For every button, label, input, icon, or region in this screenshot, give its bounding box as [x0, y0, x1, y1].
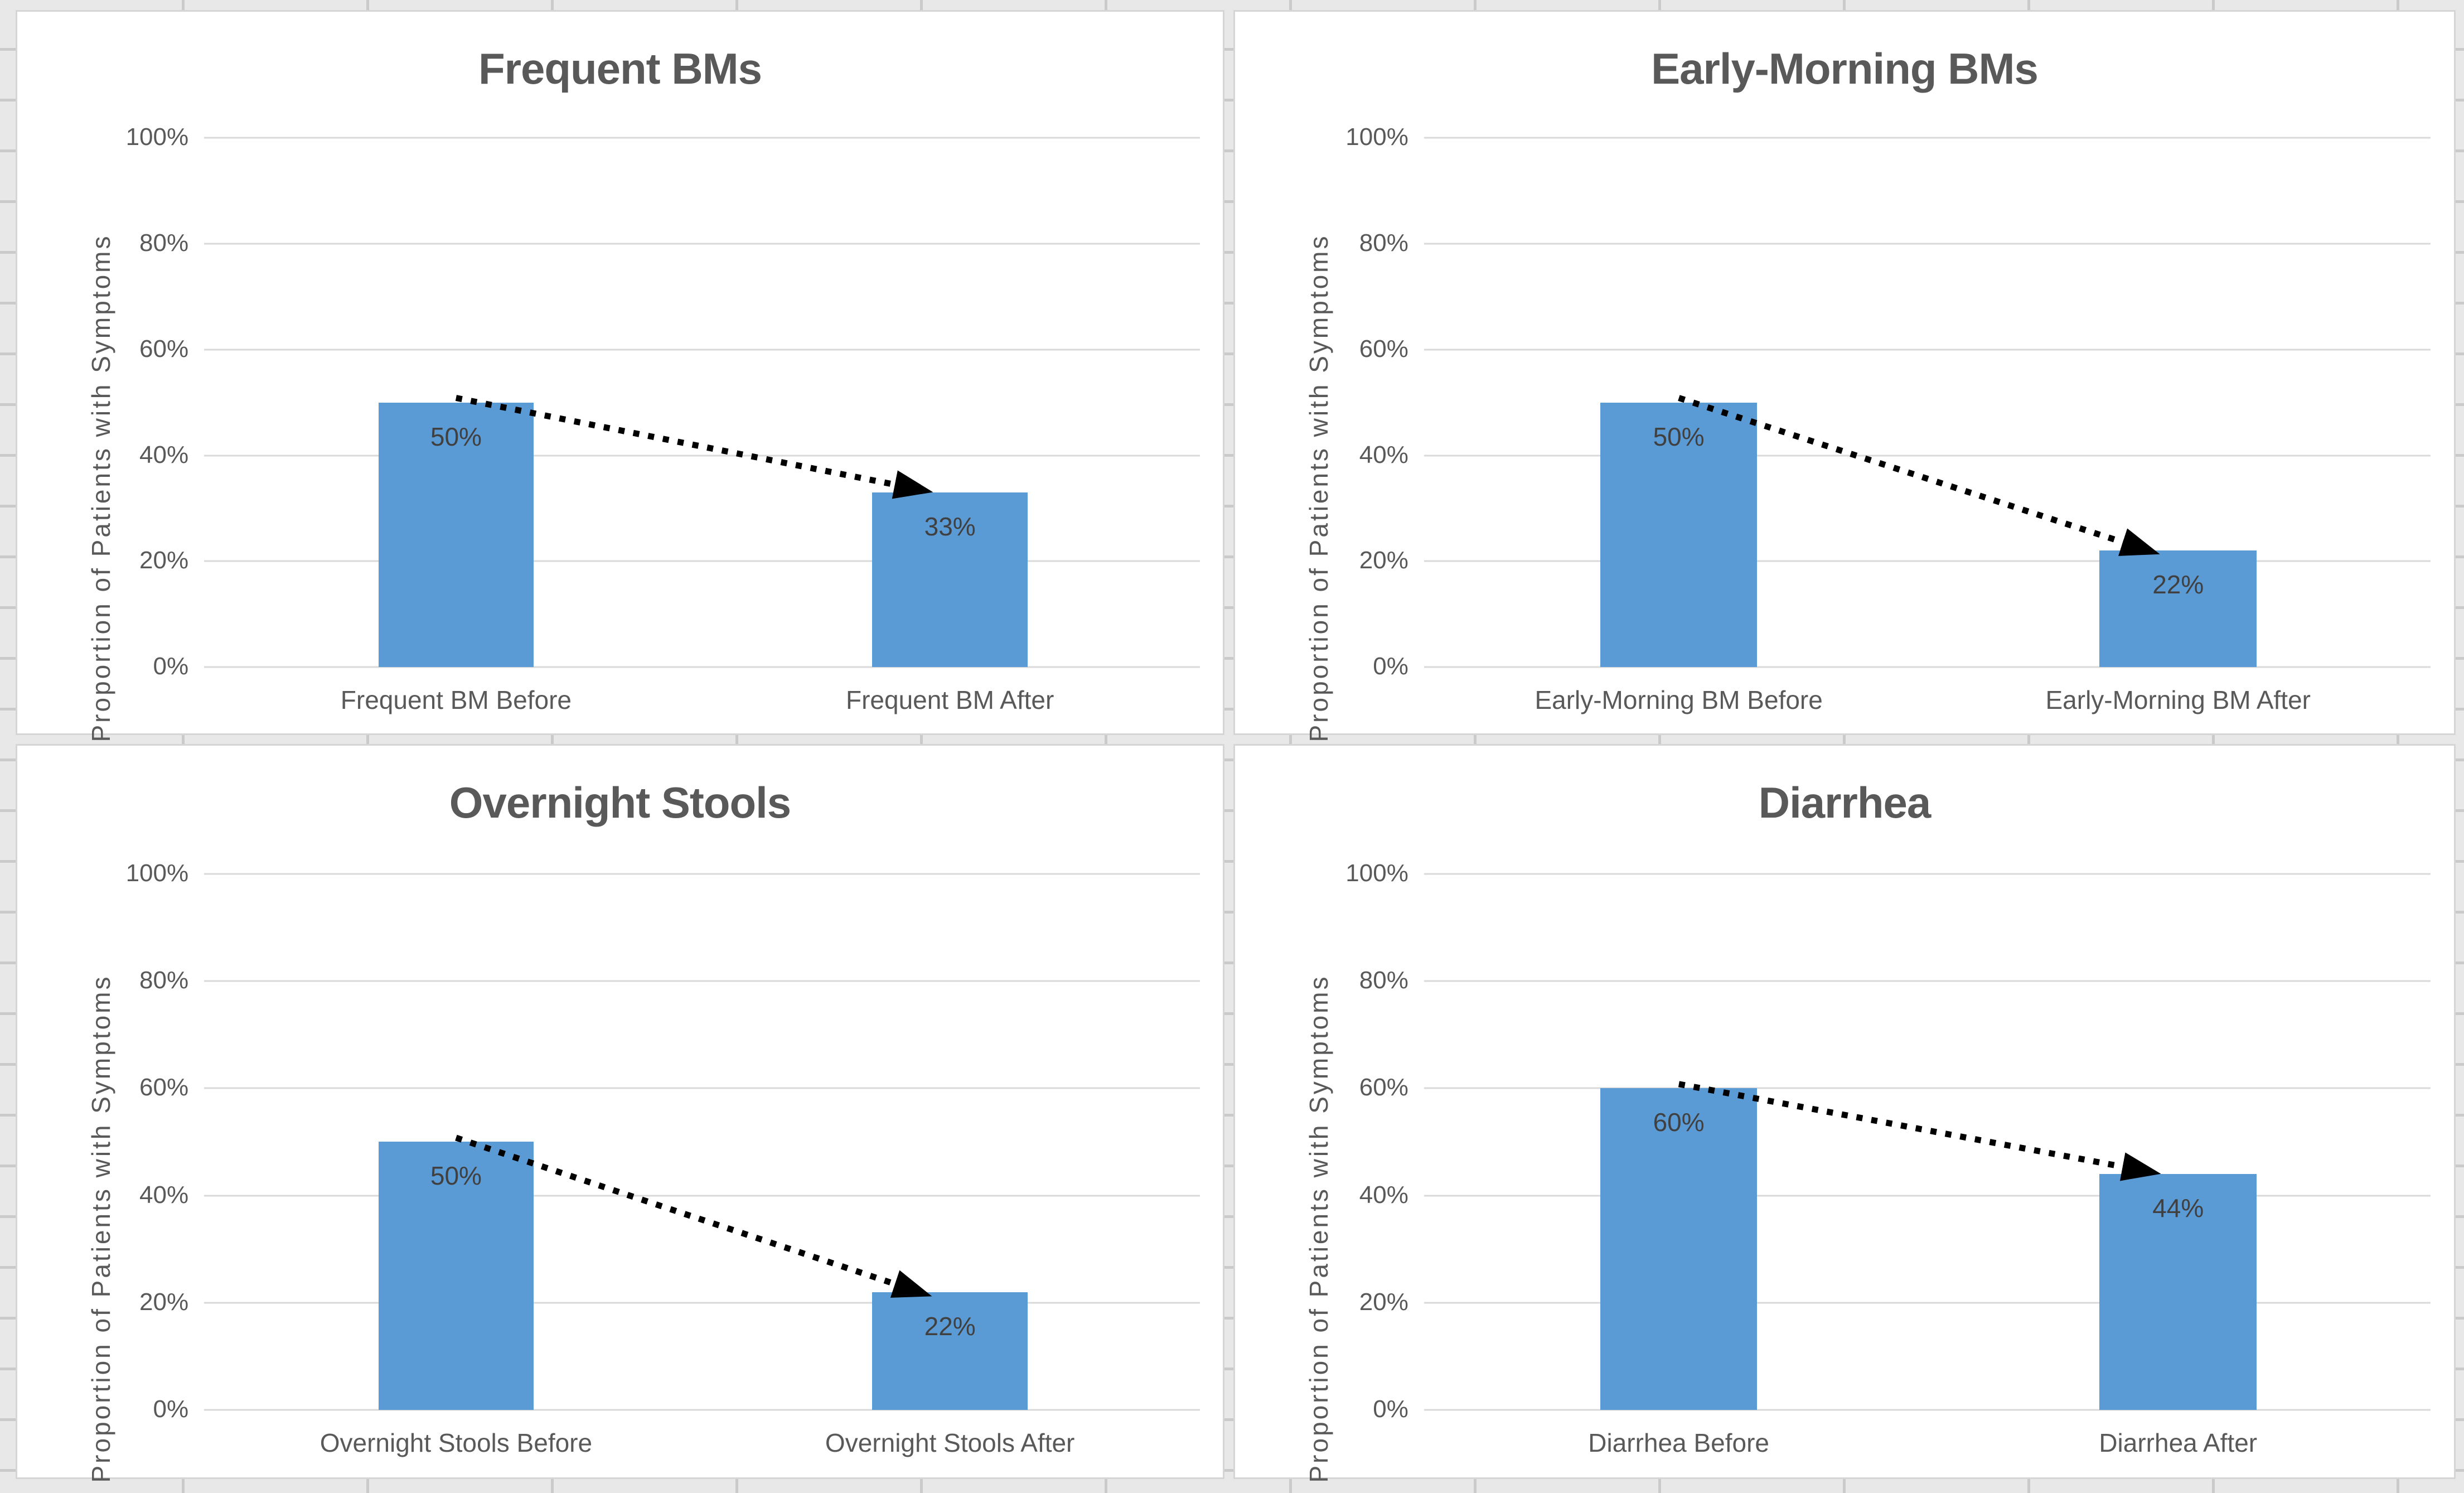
x-category-label: Early-Morning BM Before: [1534, 685, 1823, 714]
x-category-label: Overnight Stools After: [825, 1428, 1075, 1458]
y-tick-label: 100%: [1345, 123, 1408, 151]
gridline: [204, 1087, 1200, 1089]
gridline: [204, 560, 1200, 562]
chart-panel-diarrhea[interactable]: Diarrhea Proportion of Patients with Sym…: [1233, 744, 2456, 1483]
y-tick-label: 0%: [1373, 1395, 1408, 1423]
gridline: [1424, 1195, 2431, 1197]
y-tick-label: 40%: [139, 1181, 189, 1209]
bar-after[interactable]: [2099, 1174, 2257, 1410]
y-tick-label: 100%: [125, 859, 189, 887]
gridline: [1424, 1409, 2431, 1411]
chart-title: Diarrhea: [1758, 778, 1931, 827]
x-category-label: Frequent BM After: [846, 685, 1054, 714]
gridline: [204, 873, 1200, 875]
y-tick-label: 20%: [1359, 547, 1408, 574]
gridline: [204, 980, 1200, 982]
trend-arrow: [455, 395, 933, 499]
bar-after[interactable]: [2099, 550, 2257, 667]
y-tick-label: 60%: [1359, 335, 1408, 363]
gridline: [204, 455, 1200, 457]
y-tick-label: 0%: [153, 652, 189, 680]
y-tick-label: 80%: [1359, 966, 1408, 994]
gridline: [204, 349, 1200, 351]
chart-title: Early-Morning BMs: [1651, 44, 2039, 93]
gridline: [204, 666, 1200, 668]
x-category-label: Frequent BM Before: [340, 685, 572, 714]
y-tick-label: 100%: [125, 123, 189, 151]
gridline: [1424, 243, 2431, 245]
bar-data-label: 44%: [2152, 1194, 2204, 1223]
chart-title: Overnight Stools: [449, 778, 791, 827]
x-category-label: Overnight Stools Before: [320, 1428, 593, 1458]
chart-panel-overnight-stools[interactable]: Overnight Stools Proportion of Patients …: [16, 744, 1224, 1483]
bar-data-label: 60%: [1653, 1108, 1705, 1137]
y-tick-label: 100%: [1345, 859, 1408, 887]
plot-area: 0% 20% 40% 60% 80% 100% 50% Early-Morning BM Be…: [1345, 125, 2431, 713]
gridline: [1424, 873, 2431, 875]
bar-data-label: 33%: [924, 511, 976, 541]
y-axis-title: Proportion of Patients with Symptoms: [86, 234, 115, 742]
y-tick-label: 80%: [139, 966, 189, 994]
gridline: [1424, 1087, 2431, 1089]
plot-area: 0% 20% 40% 60% 80% 100% 50% Frequent BM Before 3…: [126, 125, 1200, 713]
y-tick-label: 20%: [139, 547, 189, 574]
bar-data-label: 22%: [924, 1311, 976, 1341]
bar-data-label: 22%: [2152, 570, 2204, 600]
y-tick-label: 20%: [139, 1288, 189, 1316]
y-tick-label: 0%: [153, 1395, 189, 1423]
bar-after[interactable]: [872, 492, 1028, 667]
x-category-label: Diarrhea After: [2099, 1428, 2258, 1458]
x-category-label: Early-Morning BM After: [2045, 685, 2311, 714]
y-tick-label: 40%: [1359, 441, 1408, 468]
y-tick-label: 0%: [1373, 652, 1408, 680]
y-tick-label: 80%: [139, 229, 189, 257]
y-tick-label: 40%: [1359, 1181, 1408, 1209]
trend-arrow: [1678, 1080, 2161, 1181]
y-axis-title: Proportion of Patients with Symptoms: [1304, 234, 1333, 742]
gridline: [1424, 666, 2431, 668]
gridline: [1424, 349, 2431, 351]
y-axis-title: Proportion of Patients with Symptoms: [86, 974, 115, 1483]
chart-panel-frequent-bms[interactable]: Frequent BMs Proportion of Patients with…: [16, 10, 1224, 742]
gridline: [1424, 1302, 2431, 1304]
y-tick-label: 40%: [139, 441, 189, 468]
chart-title: Frequent BMs: [478, 44, 762, 93]
y-axis-title: Proportion of Patients with Symptoms: [1304, 974, 1333, 1483]
x-category-label: Diarrhea Before: [1588, 1428, 1769, 1458]
gridline: [204, 137, 1200, 139]
gridline: [1424, 137, 2431, 139]
plot-area: 0% 20% 40% 60% 80% 100% 60% Diarrhea Before 44% D…: [1345, 861, 2431, 1456]
bar-data-label: 50%: [1653, 422, 1705, 451]
trend-arrow: [455, 1134, 932, 1298]
gridline: [204, 1195, 1200, 1197]
gridline: [1424, 560, 2431, 562]
y-tick-label: 20%: [1359, 1288, 1408, 1316]
y-tick-label: 60%: [1359, 1074, 1408, 1101]
y-tick-label: 60%: [139, 335, 189, 363]
gridline: [204, 1409, 1200, 1411]
gridline: [204, 1302, 1200, 1304]
chart-panel-early-morning-bms[interactable]: Early-Morning BMs Proportion of Patients…: [1233, 10, 2456, 742]
y-tick-label: 60%: [139, 1074, 189, 1101]
bar-data-label: 50%: [430, 1161, 482, 1191]
y-tick-label: 80%: [1359, 229, 1408, 257]
plot-area: 0% 20% 40% 60% 80% 100% 50% Overnight Stools Be…: [126, 861, 1200, 1456]
gridline: [1424, 980, 2431, 982]
gridline: [204, 243, 1200, 245]
gridline: [1424, 455, 2431, 457]
trend-arrow: [1678, 395, 2160, 557]
bar-after[interactable]: [872, 1292, 1028, 1410]
bar-data-label: 50%: [430, 422, 482, 451]
